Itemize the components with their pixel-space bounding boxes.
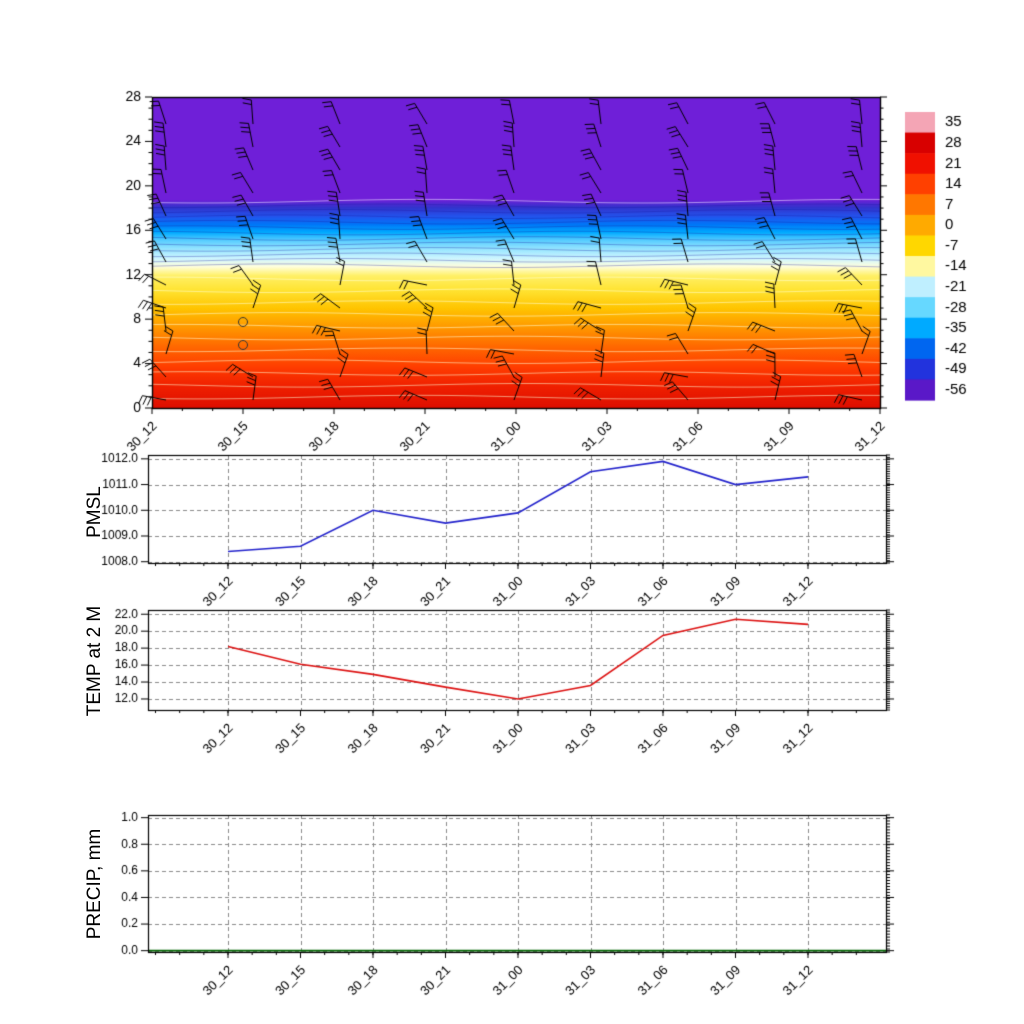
precip-axis-title: PRECIP, mm	[84, 828, 105, 940]
pmsl-axis-title: PMSL	[84, 486, 105, 538]
temp-axis-title: TEMP at 2 M	[84, 605, 105, 717]
